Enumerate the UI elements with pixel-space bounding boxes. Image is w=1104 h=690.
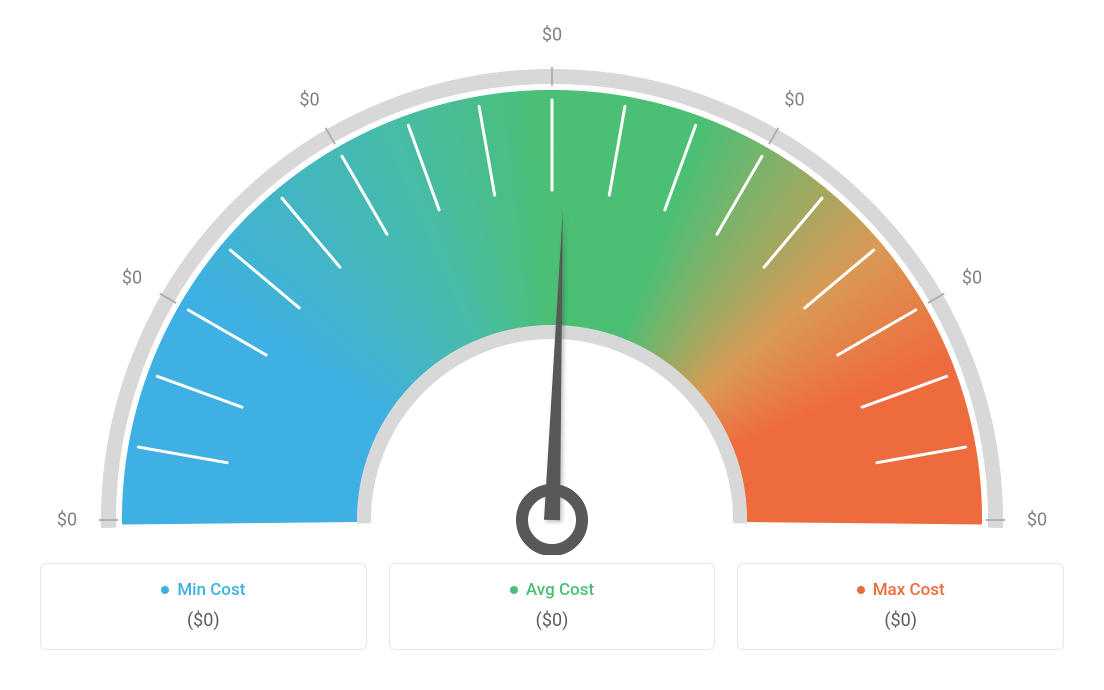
gauge-scale-label: $0: [784, 89, 804, 110]
gauge-scale-label: $0: [962, 267, 982, 288]
legend-title-avg: Avg Cost: [400, 580, 705, 600]
legend-dot-min: [161, 586, 169, 594]
legend-card-min: Min Cost ($0): [40, 563, 367, 650]
legend-card-avg: Avg Cost ($0): [389, 563, 716, 650]
legend-row: Min Cost ($0) Avg Cost ($0) Max Cost ($0…: [0, 563, 1104, 650]
legend-value-max: ($0): [748, 610, 1053, 631]
gauge-scale-label: $0: [542, 25, 562, 46]
legend-title-max: Max Cost: [748, 580, 1053, 600]
legend-value-min: ($0): [51, 610, 356, 631]
gauge-scale-label: $0: [122, 267, 142, 288]
gauge-scale-label: $0: [299, 89, 319, 110]
legend-label-max: Max Cost: [873, 580, 945, 600]
gauge-container: $0 $0 $0 $0 $0 $0 $0: [0, 0, 1104, 555]
legend-dot-max: [857, 586, 865, 594]
legend-value-avg: ($0): [400, 610, 705, 631]
gauge-scale-label: $0: [1027, 510, 1047, 531]
gauge-svg: [0, 0, 1104, 555]
legend-card-max: Max Cost ($0): [737, 563, 1064, 650]
legend-label-avg: Avg Cost: [526, 580, 594, 600]
legend-label-min: Min Cost: [177, 580, 245, 600]
legend-dot-avg: [510, 586, 518, 594]
legend-title-min: Min Cost: [51, 580, 356, 600]
gauge-scale-label: $0: [57, 510, 77, 531]
